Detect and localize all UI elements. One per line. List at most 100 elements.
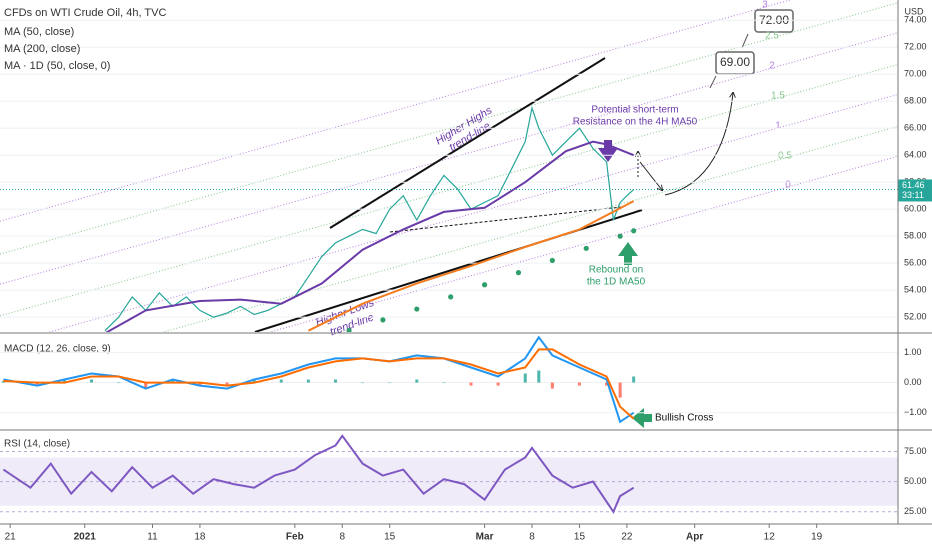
y-tick-label: 72.00 — [904, 42, 927, 52]
y-tick-label: 58.00 — [904, 231, 927, 241]
fib-line — [0, 63, 898, 317]
axis-label: USD — [904, 6, 924, 16]
histogram-bar — [442, 382, 446, 384]
arrow — [618, 242, 638, 265]
legend-entry: MA (200, close) — [4, 43, 80, 55]
callout-pointer — [709, 75, 717, 89]
fib-line — [47, 93, 898, 332]
x-tick-label: 8 — [339, 532, 345, 543]
price-tag — [898, 179, 932, 202]
y-tick-label: 50.00 — [904, 476, 927, 486]
x-tick-label: Mar — [476, 532, 494, 543]
y-tick-label: 68.00 — [904, 96, 927, 106]
ma-dot — [631, 228, 637, 234]
series-line — [104, 105, 635, 332]
plot — [0, 434, 898, 514]
y-tick-label: −1.00 — [904, 407, 927, 417]
ma-dot — [414, 306, 420, 312]
y-tick-label: 54.00 — [904, 285, 927, 295]
annotation: Potential short-term — [591, 105, 678, 116]
trend-line — [329, 57, 606, 229]
histogram-bar — [306, 379, 310, 383]
y-tick-label: 1.00 — [904, 347, 922, 357]
panel: 75.00 50.00 25.00 — [0, 434, 932, 525]
y-tick-label: 56.00 — [904, 258, 927, 268]
fib-line — [0, 2, 898, 255]
ma-dot — [617, 233, 623, 239]
chart-title: CFDs on WTI Crude Oil, 4h, TVC — [4, 7, 166, 19]
ma-dot — [515, 270, 522, 276]
fib-label: 3 — [762, 0, 768, 11]
y-tick-label: 0.00 — [904, 377, 922, 387]
ma-dot — [448, 294, 454, 300]
plot — [0, 19, 898, 332]
histogram-bar — [618, 382, 622, 398]
trend-line — [389, 206, 623, 233]
histogram-bar — [388, 382, 392, 384]
y-tick-label: 66.00 — [904, 123, 927, 133]
arrow — [598, 140, 618, 162]
histogram-bar — [89, 379, 93, 383]
x-tick-label: 11 — [147, 532, 158, 543]
y-tick-label: 74.00 — [904, 15, 927, 25]
series-line — [3, 348, 635, 420]
histogram-bar — [523, 373, 527, 383]
series-line — [307, 200, 635, 332]
histogram-bar — [550, 382, 554, 389]
ma-dot — [481, 282, 488, 288]
fib-label: 0 — [785, 180, 791, 191]
histogram-bar — [35, 382, 39, 386]
histogram-bar — [632, 376, 636, 383]
fib-label: 2 — [769, 61, 775, 72]
histogram-bar — [496, 382, 500, 386]
histogram-bar — [62, 379, 66, 383]
annotation: Resistance on the 4H MA50 — [573, 117, 698, 128]
x-tick-label: 21 — [5, 532, 17, 543]
fib-line — [161, 125, 898, 332]
x-tick-label: Feb — [286, 532, 304, 543]
y-tick-label: 75.00 — [904, 446, 927, 456]
panel-title: MACD (12, 26, close, 9) — [4, 344, 111, 355]
fib-label: 2.5 — [765, 31, 779, 42]
ma-dot — [346, 328, 352, 332]
x-tick-label: 12 — [764, 532, 776, 543]
histogram-bar — [198, 382, 202, 386]
y-tick-label: 52.00 — [904, 312, 927, 322]
histogram-bar — [117, 382, 121, 384]
histogram-bar — [605, 382, 609, 386]
panel: 1.00 0.00 −1.00 — [0, 335, 932, 431]
callout-box — [754, 9, 794, 33]
histogram-bar — [144, 382, 148, 389]
arrow — [664, 93, 733, 196]
y-tick-label: 60.00 — [904, 204, 927, 214]
histogram-bar — [577, 382, 581, 386]
histogram-bar — [415, 379, 419, 383]
annotation: the 1D MA50 — [587, 277, 646, 288]
annotation: Rebound on — [589, 265, 644, 276]
fib-label: 1 — [775, 121, 781, 132]
histogram-bar — [279, 379, 283, 383]
histogram-bar — [252, 379, 256, 383]
panel-title: RSI (14, close) — [4, 439, 70, 450]
legend-entry: MA (50, close) — [4, 26, 74, 38]
histogram-bar — [333, 379, 337, 383]
x-tick-label: Apr — [686, 532, 703, 543]
series-line — [2, 434, 635, 514]
callout: 69.00 — [720, 55, 750, 69]
histogram-bar — [469, 382, 473, 386]
annotation: Bullish Cross — [655, 413, 713, 424]
histogram-bar — [225, 382, 229, 386]
x-tick-label: 8 — [529, 532, 535, 543]
x-tick-label: 15 — [384, 532, 396, 543]
fib-label: 0.5 — [778, 151, 792, 162]
panel: 52.0054.0056.0058.0060.0062.0064.0066.00… — [0, 15, 932, 334]
callout-pointer — [741, 33, 749, 49]
fib-line — [0, 0, 792, 222]
series-line — [105, 140, 635, 332]
legend-entry: MA · 1D (50, close, 0) — [4, 60, 110, 72]
ma-dot — [583, 245, 589, 251]
y-tick-label: 64.00 — [904, 150, 927, 160]
histogram-bar — [171, 379, 175, 383]
